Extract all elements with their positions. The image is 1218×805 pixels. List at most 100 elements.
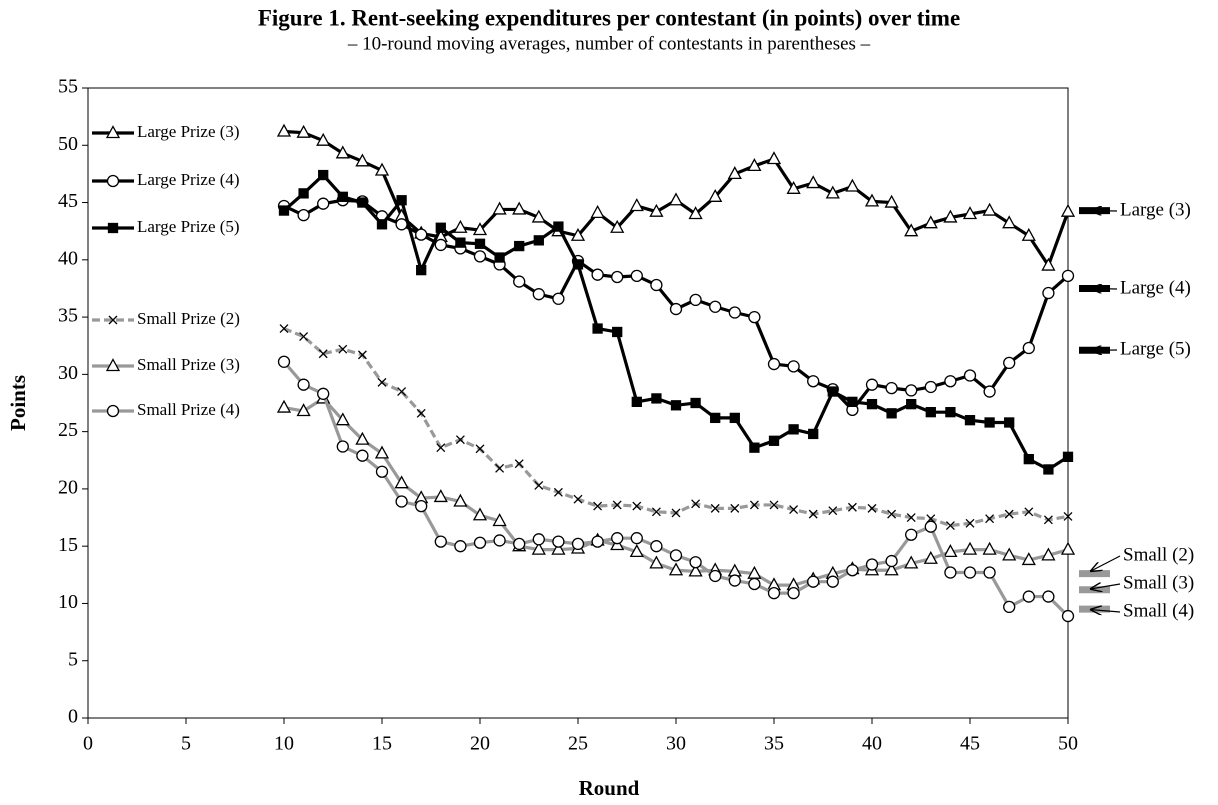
point bbox=[651, 507, 661, 517]
point bbox=[786, 180, 801, 194]
point bbox=[317, 197, 330, 210]
x-tick-label: 20 bbox=[470, 733, 490, 755]
point bbox=[357, 197, 368, 208]
point bbox=[630, 532, 643, 545]
point bbox=[787, 360, 800, 373]
annotation-label: Small (2) bbox=[1123, 544, 1194, 565]
point bbox=[571, 537, 585, 551]
point bbox=[415, 499, 428, 513]
point bbox=[983, 566, 996, 579]
legend-label: Large Prize (4) bbox=[137, 170, 240, 189]
point bbox=[473, 536, 487, 549]
point bbox=[297, 208, 310, 222]
point bbox=[454, 540, 467, 553]
point bbox=[375, 465, 389, 478]
point bbox=[1023, 453, 1034, 465]
y-tick-label: 0 bbox=[68, 706, 78, 728]
point bbox=[434, 535, 447, 548]
point bbox=[377, 377, 387, 387]
y-tick-label: 5 bbox=[68, 648, 78, 670]
point bbox=[789, 505, 799, 514]
point bbox=[808, 428, 819, 440]
point bbox=[337, 191, 348, 202]
point bbox=[355, 153, 370, 167]
annotation-label: Large (3) bbox=[1120, 199, 1191, 220]
y-tick-label: 50 bbox=[58, 133, 78, 155]
point bbox=[923, 550, 938, 564]
point bbox=[591, 535, 604, 548]
point bbox=[552, 535, 565, 548]
point bbox=[887, 509, 897, 519]
point bbox=[553, 487, 563, 497]
point bbox=[690, 397, 701, 409]
point bbox=[864, 193, 880, 207]
series bbox=[279, 324, 1073, 531]
x-axis-label: Round bbox=[579, 776, 640, 800]
point bbox=[847, 502, 857, 512]
point bbox=[512, 201, 527, 215]
point bbox=[846, 564, 859, 577]
x-tick-label: 45 bbox=[960, 733, 980, 755]
point bbox=[884, 194, 899, 208]
point bbox=[767, 357, 781, 371]
legend-label: Large Prize (5) bbox=[137, 217, 240, 236]
point bbox=[906, 513, 916, 523]
point bbox=[649, 203, 664, 217]
point bbox=[1043, 515, 1053, 525]
point bbox=[649, 555, 664, 569]
point bbox=[1061, 609, 1075, 623]
chart-subtitle: – 10-round moving averages, number of co… bbox=[347, 33, 871, 54]
point bbox=[336, 440, 349, 453]
point bbox=[710, 412, 721, 424]
point bbox=[1002, 215, 1017, 229]
point bbox=[982, 541, 997, 555]
point bbox=[923, 215, 938, 229]
point bbox=[495, 463, 505, 473]
point bbox=[827, 386, 838, 397]
y-tick-label: 25 bbox=[58, 419, 78, 441]
point bbox=[1043, 464, 1054, 475]
point bbox=[573, 494, 583, 504]
point bbox=[1060, 541, 1076, 555]
point bbox=[828, 506, 838, 516]
point bbox=[807, 375, 820, 388]
annotation-label: Small (3) bbox=[1123, 572, 1194, 593]
point bbox=[397, 387, 407, 397]
point bbox=[807, 575, 820, 588]
series bbox=[277, 194, 1075, 417]
x-tick-label: 5 bbox=[181, 733, 191, 755]
point bbox=[671, 508, 681, 518]
point bbox=[768, 435, 780, 446]
annotation-label: Small (4) bbox=[1123, 600, 1194, 621]
x-tick-label: 40 bbox=[862, 733, 882, 755]
point bbox=[689, 293, 702, 307]
x-tick-label: 35 bbox=[764, 733, 784, 755]
x-tick-label: 10 bbox=[274, 733, 294, 755]
point bbox=[1004, 417, 1015, 428]
point bbox=[436, 443, 446, 453]
legend-label: Small Prize (3) bbox=[137, 355, 240, 374]
y-tick-label: 10 bbox=[58, 591, 78, 613]
point bbox=[338, 344, 348, 354]
point bbox=[433, 489, 448, 503]
point bbox=[963, 566, 977, 579]
point bbox=[867, 503, 877, 513]
point bbox=[1004, 509, 1014, 519]
annotation-arrow bbox=[1091, 288, 1118, 289]
point bbox=[453, 493, 468, 507]
chart-title: Figure 1. Rent-seeking expenditures per … bbox=[258, 5, 960, 30]
point bbox=[296, 403, 311, 417]
point bbox=[866, 398, 878, 410]
annotation-label: Large (4) bbox=[1120, 277, 1191, 298]
point bbox=[729, 412, 740, 424]
point bbox=[730, 503, 740, 513]
point bbox=[924, 380, 937, 394]
point bbox=[357, 350, 367, 360]
legend-label: Small Prize (4) bbox=[137, 400, 240, 419]
point bbox=[708, 188, 723, 202]
point bbox=[1042, 590, 1055, 603]
x-tick-label: 30 bbox=[666, 733, 686, 755]
legend-marker bbox=[106, 174, 120, 188]
legend-marker bbox=[105, 125, 121, 139]
